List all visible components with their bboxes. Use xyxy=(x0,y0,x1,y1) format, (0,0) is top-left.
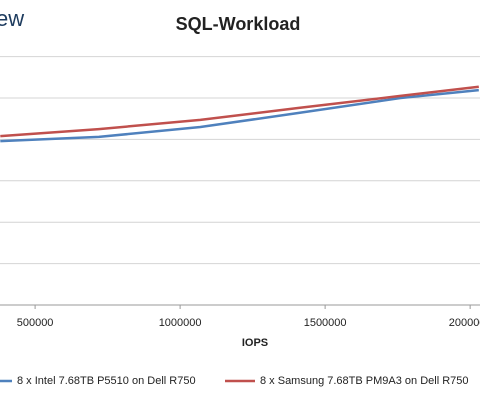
x-axis-label: IOPS xyxy=(242,337,268,349)
chart-title: SQL-Workload xyxy=(176,14,301,34)
legend: 8 x Intel 7.68TB P5510 on Dell R750 8 x S… xyxy=(0,375,469,387)
x-tick-label: 2000000 xyxy=(449,317,480,329)
grid: 500000 1000000 1500000 2000000 xyxy=(0,56,480,329)
plot-area xyxy=(0,85,479,143)
series-line xyxy=(0,88,479,143)
legend-label: 8 x Intel 7.68TB P5510 on Dell R750 xyxy=(17,375,196,387)
series-line xyxy=(0,85,479,138)
x-tick-label: 500000 xyxy=(17,317,54,329)
x-tick-label: 1000000 xyxy=(159,317,202,329)
logo: ew xyxy=(0,6,24,31)
legend-label: 8 x Samsung 7.68TB PM9A3 on Dell R750 xyxy=(260,375,469,387)
x-tick-label: 1500000 xyxy=(304,317,347,329)
